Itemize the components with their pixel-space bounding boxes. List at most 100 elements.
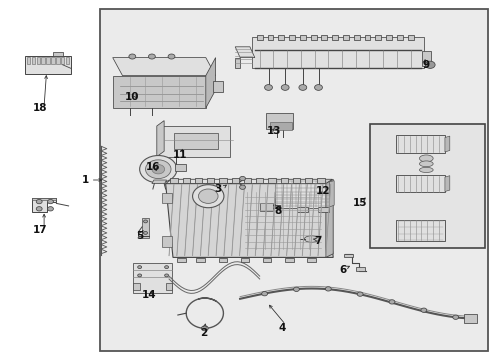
Text: 1: 1	[82, 175, 89, 185]
Bar	[307, 258, 316, 262]
Polygon shape	[32, 198, 56, 200]
Bar	[370, 124, 485, 248]
Bar	[41, 57, 45, 64]
Circle shape	[294, 287, 299, 292]
Polygon shape	[206, 58, 216, 108]
Bar	[241, 258, 249, 262]
Bar	[343, 35, 349, 40]
Bar	[162, 236, 172, 247]
Bar	[375, 35, 381, 40]
Polygon shape	[133, 283, 140, 290]
Circle shape	[265, 85, 272, 90]
Bar	[289, 35, 295, 40]
Polygon shape	[270, 122, 292, 130]
Bar	[232, 178, 239, 183]
Circle shape	[193, 185, 224, 208]
Circle shape	[140, 156, 177, 183]
Bar	[285, 258, 294, 262]
Text: 13: 13	[267, 126, 282, 136]
Bar	[195, 178, 202, 183]
Text: 16: 16	[146, 162, 161, 172]
Bar	[252, 37, 424, 68]
Bar	[397, 35, 403, 40]
Text: 15: 15	[353, 198, 368, 208]
Bar	[24, 56, 72, 74]
Bar	[182, 178, 190, 183]
Bar	[396, 175, 445, 192]
Polygon shape	[166, 283, 172, 290]
Polygon shape	[445, 136, 450, 152]
Bar	[275, 181, 329, 208]
Bar	[175, 164, 186, 171]
Bar	[386, 35, 392, 40]
Circle shape	[453, 315, 459, 319]
Circle shape	[138, 266, 142, 269]
Polygon shape	[113, 76, 206, 108]
Circle shape	[129, 54, 136, 59]
Bar	[207, 178, 215, 183]
Bar	[56, 57, 60, 64]
Text: 10: 10	[125, 92, 140, 102]
Polygon shape	[326, 179, 333, 257]
Circle shape	[315, 85, 322, 90]
Circle shape	[144, 220, 147, 223]
Circle shape	[148, 54, 155, 59]
Polygon shape	[157, 126, 230, 157]
Circle shape	[262, 292, 268, 296]
Bar	[66, 57, 70, 64]
Bar	[332, 35, 338, 40]
Bar	[278, 35, 284, 40]
Text: 2: 2	[200, 328, 207, 338]
Circle shape	[152, 165, 165, 174]
Bar	[219, 258, 227, 262]
Bar	[396, 220, 445, 241]
Circle shape	[144, 231, 147, 234]
Circle shape	[201, 326, 208, 331]
Ellipse shape	[419, 167, 433, 172]
Text: 17: 17	[33, 225, 48, 235]
Circle shape	[198, 189, 218, 203]
Ellipse shape	[419, 155, 433, 162]
Polygon shape	[142, 218, 149, 238]
Text: 8: 8	[274, 206, 281, 216]
Text: 7: 7	[314, 236, 321, 246]
Text: 3: 3	[215, 184, 221, 194]
Bar	[53, 52, 63, 56]
Bar	[26, 57, 30, 64]
Text: 12: 12	[316, 186, 331, 196]
Bar	[321, 35, 327, 40]
Bar	[422, 51, 431, 66]
Circle shape	[425, 61, 435, 68]
Bar	[354, 35, 360, 40]
Polygon shape	[166, 179, 332, 184]
Bar	[220, 178, 227, 183]
Text: 11: 11	[173, 150, 188, 160]
Bar	[133, 263, 172, 293]
Polygon shape	[157, 121, 164, 157]
Bar	[61, 57, 65, 64]
Polygon shape	[152, 180, 167, 184]
Circle shape	[240, 176, 245, 181]
Bar	[305, 178, 313, 183]
Bar	[318, 178, 325, 183]
Bar	[465, 314, 476, 323]
Bar	[356, 267, 365, 271]
Bar	[344, 254, 353, 257]
Polygon shape	[260, 203, 273, 211]
Bar	[268, 35, 273, 40]
Ellipse shape	[419, 161, 433, 167]
Circle shape	[168, 54, 175, 59]
Bar	[365, 35, 370, 40]
Bar	[100, 9, 488, 351]
Polygon shape	[445, 176, 450, 192]
Bar	[256, 178, 264, 183]
Circle shape	[325, 287, 331, 291]
Bar	[269, 178, 276, 183]
Bar	[266, 112, 293, 129]
Polygon shape	[174, 133, 218, 149]
Polygon shape	[235, 47, 255, 58]
Ellipse shape	[304, 236, 319, 242]
Circle shape	[146, 160, 171, 179]
Bar	[213, 81, 223, 92]
Bar	[37, 57, 40, 64]
